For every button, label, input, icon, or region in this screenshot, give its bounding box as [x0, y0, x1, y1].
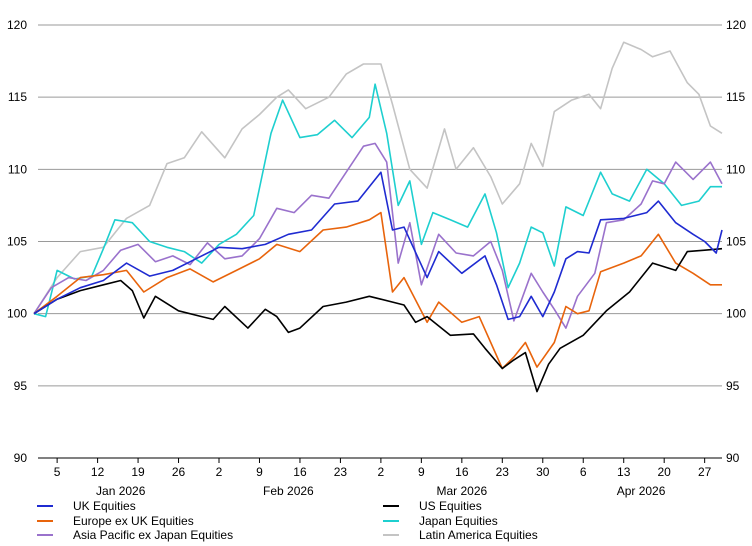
x-tick-label: 9 [418, 465, 425, 479]
series-line [33, 211, 722, 370]
x-tick-label: 5 [54, 465, 61, 479]
x-tick-label: 27 [698, 465, 712, 479]
x-month-label: Jan 2026 [96, 484, 146, 498]
series-lines [33, 41, 723, 393]
y-tick-label-left: 120 [7, 18, 27, 32]
x-tick-label: 2 [378, 465, 385, 479]
legend: UK Equities US Equities Europe ex UK Equit… [37, 499, 538, 542]
y-tick-label-right: 90 [726, 451, 740, 465]
x-tick-label: 16 [455, 465, 469, 479]
series-line [33, 142, 723, 329]
legend-label: Asia Pacific ex Japan Equities [73, 528, 233, 542]
y-tick-label-right: 120 [726, 18, 746, 32]
y-tick-label-left: 100 [7, 307, 27, 321]
legend-label: UK Equities [73, 499, 136, 513]
legend-label: US Equities [419, 499, 482, 513]
x-tick-label: 9 [256, 465, 263, 479]
y-axis-left: 90 95 100 105 110 115 120 [7, 18, 27, 465]
x-tick-label: 16 [293, 465, 307, 479]
y-tick-label-right: 100 [726, 307, 746, 321]
x-tick-label: 6 [580, 465, 587, 479]
x-tick-label: 20 [658, 465, 672, 479]
series-line [33, 41, 723, 315]
grid-lines [38, 24, 722, 459]
y-tick-label-left: 115 [8, 90, 27, 104]
x-tick-label: 23 [496, 465, 510, 479]
x-tick-label: 2 [216, 465, 223, 479]
y-axis-right: 90 95 100 105 110 115 120 [726, 18, 746, 465]
y-tick-label-right: 105 [726, 235, 746, 249]
x-tick-label: 12 [91, 465, 105, 479]
y-tick-label-left: 90 [14, 451, 28, 465]
x-tick-label: 23 [334, 465, 348, 479]
legend-label: Japan Equities [419, 514, 498, 528]
x-month-label: Feb 2026 [263, 484, 314, 498]
series-line [33, 171, 723, 321]
x-month-label: Apr 2026 [617, 484, 666, 498]
x-month-label: Mar 2026 [436, 484, 487, 498]
y-tick-label-right: 95 [726, 379, 740, 393]
y-tick-label-right: 110 [726, 162, 745, 176]
x-tick-label: 13 [617, 465, 631, 479]
legend-label: Latin America Equities [419, 528, 538, 542]
y-tick-label-left: 110 [8, 162, 27, 176]
y-tick-label-left: 105 [7, 235, 27, 249]
x-tick-label: 26 [172, 465, 186, 479]
x-tick-label: 19 [131, 465, 145, 479]
y-tick-label-right: 115 [726, 90, 745, 104]
series-line [33, 83, 722, 318]
y-tick-label-left: 95 [14, 379, 28, 393]
x-tick-label: 30 [536, 465, 550, 479]
legend-label: Europe ex UK Equities [73, 514, 194, 528]
series-line [33, 247, 723, 393]
x-axis: 5 12 19 26 2 9 16 23 2 9 16 23 30 6 13 20 27 Jan 2026 Feb … [54, 458, 712, 498]
